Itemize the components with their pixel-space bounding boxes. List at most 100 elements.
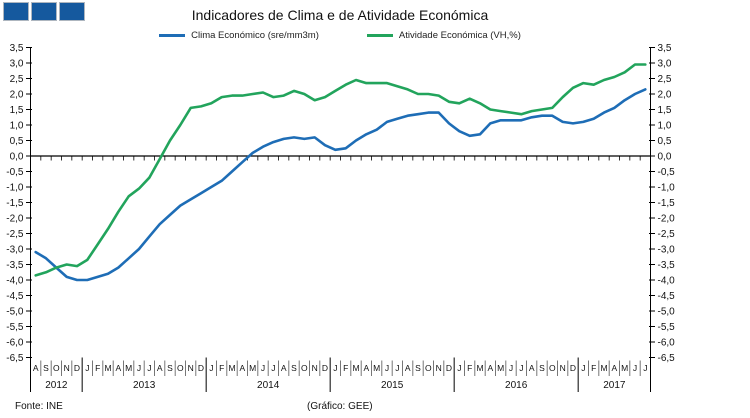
year-label: 2017 [603, 380, 626, 391]
month-label: M [228, 363, 235, 373]
month-label: A [115, 363, 121, 373]
month-label: M [373, 363, 380, 373]
month-label: S [291, 363, 297, 373]
month-label: N [560, 363, 566, 373]
year-label: 2014 [257, 380, 280, 391]
y-axis-label-right: -2,0 [658, 214, 676, 225]
year-label: 2016 [505, 380, 528, 391]
month-label: A [363, 363, 369, 373]
y-axis-label-right: 3,5 [658, 43, 672, 54]
month-label: M [600, 363, 607, 373]
y-axis-label-left: -2,5 [6, 229, 24, 240]
month-label: D [570, 363, 576, 373]
month-label: S [539, 363, 545, 373]
month-label: J [147, 363, 151, 373]
y-axis-label-left: -5,0 [6, 307, 24, 318]
y-axis-label-right: 0,5 [658, 136, 672, 147]
month-label: J [271, 363, 275, 373]
y-axis-label-right: -6,5 [658, 353, 676, 364]
y-axis-label-left: -1,0 [6, 183, 24, 194]
month-label: D [322, 363, 328, 373]
month-label: N [436, 363, 442, 373]
y-axis-label-left: 0,5 [10, 136, 24, 147]
y-axis-label-right: -1,0 [658, 183, 676, 194]
footer-source: Fonte: INE [15, 401, 63, 412]
y-axis-label-left: -2,0 [6, 214, 24, 225]
year-label: 2015 [381, 380, 404, 391]
month-label: D [198, 363, 204, 373]
month-label: J [581, 363, 585, 373]
y-axis-label-left: -0,5 [6, 167, 24, 178]
y-axis-label-left: -4,0 [6, 276, 24, 287]
atividade-line-swatch [366, 34, 393, 37]
month-label: A [33, 363, 39, 373]
month-label: J [333, 363, 337, 373]
month-label: F [95, 363, 100, 373]
month-label: A [487, 363, 493, 373]
y-axis-label-left: 3,0 [10, 59, 24, 70]
month-label: J [633, 363, 637, 373]
month-label: A [405, 363, 411, 373]
month-label: J [643, 363, 647, 373]
y-axis-label-right: -5,5 [658, 322, 676, 333]
month-label: S [167, 363, 173, 373]
month-label: N [188, 363, 194, 373]
legend-label-clima: Clima Económico (sre/mm3m) [191, 30, 319, 41]
legend-label-atividade: Atividade Económica (VH,%) [398, 30, 521, 41]
month-label: O [549, 363, 556, 373]
logo-square [3, 2, 29, 21]
y-axis-label-right: 0,0 [658, 152, 672, 163]
y-axis-label-right: 1,5 [658, 105, 672, 116]
year-label: 2013 [133, 380, 156, 391]
month-label: M [125, 363, 132, 373]
y-axis-label-left: 3,5 [10, 43, 24, 54]
y-axis-label-right: -4,5 [658, 291, 676, 302]
month-label: N [312, 363, 318, 373]
month-label: F [343, 363, 348, 373]
month-label: D [74, 363, 80, 373]
footer-credit: (Gráfico: GEE) [307, 401, 373, 412]
month-label: M [497, 363, 504, 373]
y-axis-label-right: -3,0 [658, 245, 676, 256]
month-label: N [64, 363, 70, 373]
legend-item-atividade: Atividade Económica (VH,%) [366, 30, 521, 41]
month-label: A [529, 363, 535, 373]
month-label: A [239, 363, 245, 373]
month-label: M [249, 363, 256, 373]
month-label: J [519, 363, 523, 373]
month-label: J [457, 363, 461, 373]
year-label: 2012 [45, 380, 68, 391]
y-axis-label-left: -6,0 [6, 338, 24, 349]
month-label: S [43, 363, 49, 373]
month-label: M [104, 363, 111, 373]
clima-economico-line [34, 88, 647, 282]
y-axis-label-right: 1,0 [658, 121, 672, 132]
chart-title: Indicadores de Clima e de Atividade Econ… [191, 7, 489, 23]
month-label: F [219, 363, 224, 373]
y-axis-label-left: -4,5 [6, 291, 24, 302]
y-axis-label-left: -5,5 [6, 322, 24, 333]
month-label: A [611, 363, 617, 373]
y-axis-label-left: -3,5 [6, 260, 24, 271]
month-label: J [85, 363, 89, 373]
month-label: J [137, 363, 141, 373]
month-label: O [425, 363, 432, 373]
y-axis-label-right: -4,0 [658, 276, 676, 287]
legend-item-clima: Clima Económico (sre/mm3m) [159, 30, 319, 41]
y-axis-label-left: 0,0 [10, 152, 24, 163]
y-axis-label-right: -3,5 [658, 260, 676, 271]
month-label: A [281, 363, 287, 373]
month-label: J [385, 363, 389, 373]
y-axis-label-right: 3,0 [658, 59, 672, 70]
y-axis-label-left: 2,0 [10, 90, 24, 101]
month-label: A [157, 363, 163, 373]
y-axis-label-left: -3,0 [6, 245, 24, 256]
logo-square [59, 2, 85, 21]
y-axis-label-left: 1,5 [10, 105, 24, 116]
y-axis-label-right: -2,5 [658, 229, 676, 240]
y-axis-label-right: 2,5 [658, 74, 672, 85]
month-label: O [301, 363, 308, 373]
y-axis-label-left: -1,5 [6, 198, 24, 209]
